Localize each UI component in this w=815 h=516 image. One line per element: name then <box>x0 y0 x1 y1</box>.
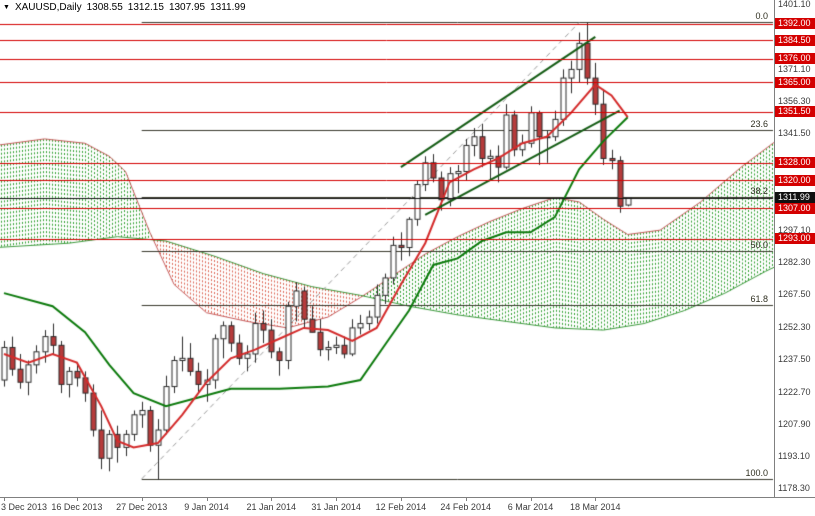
ohlc-high-value: 1312.15 <box>127 2 164 13</box>
date-label: 16 Dec 2013 <box>51 502 103 512</box>
price-tick-label: 1297.10 <box>778 224 811 235</box>
time-axis[interactable]: 3 Dec 2013 16 Dec 2013 27 Dec 2013 9 Jan 20… <box>0 497 815 516</box>
date-label: 31 Jan 2014 <box>311 502 361 512</box>
time-axis-tick <box>271 498 272 501</box>
date-label: 27 Dec 2013 <box>116 502 168 512</box>
time-axis-tick <box>77 498 78 501</box>
time-axis-tick <box>531 498 532 501</box>
price-tick-label: 1341.50 <box>778 128 811 139</box>
chart-header: ▼ XAUUSD,Daily 1308.55 1312.15 1307.95 1… <box>3 2 246 13</box>
price-level-badge: 1384.50 <box>775 35 815 46</box>
price-tick-label: 1401.10 <box>778 0 811 9</box>
price-level-badge: 1376.00 <box>775 53 815 64</box>
price-tick-label: 1371.10 <box>778 64 811 75</box>
price-tick-label: 1178.30 <box>778 483 810 494</box>
ohlc-open-value: 1308.55 <box>86 2 123 13</box>
price-level-badge: 1365.00 <box>775 77 815 88</box>
price-tick-label: 1207.90 <box>778 418 811 429</box>
time-axis-tick <box>595 498 596 501</box>
date-label: 21 Jan 2014 <box>246 502 297 512</box>
price-chart-canvas[interactable] <box>0 0 774 497</box>
time-axis-tick <box>336 498 337 501</box>
price-level-badge: 1307.00 <box>775 203 815 214</box>
date-label: 12 Feb 2014 <box>375 502 427 512</box>
price-axis[interactable]: 1401.10 1371.10 1356.30 1341.50 1297.10 1282.… <box>774 0 815 497</box>
time-axis-tick <box>207 498 208 501</box>
date-label: 3 Dec 2013 <box>1 502 48 512</box>
date-label: 24 Feb 2014 <box>440 502 491 512</box>
date-label: 9 Jan 2014 <box>184 502 229 512</box>
time-axis-tick <box>4 498 5 501</box>
time-axis-tick <box>401 498 402 501</box>
price-level-badge: 1351.50 <box>775 106 815 117</box>
price-level-badge: 1320.00 <box>775 175 815 186</box>
time-axis-tick <box>142 498 143 501</box>
price-tick-label: 1193.10 <box>778 450 810 461</box>
price-tick-label: 1356.30 <box>778 96 811 107</box>
price-level-badge: 1293.00 <box>775 233 815 244</box>
ohlc-close-value: 1311.99 <box>210 2 246 13</box>
price-tick-label: 1237.50 <box>778 354 811 365</box>
date-label: 18 Mar 2014 <box>570 502 621 512</box>
price-level-badge: 1392.00 <box>775 18 815 29</box>
bid-price-badge: 1311.99 <box>775 192 815 203</box>
ohlc-low-value: 1307.95 <box>168 2 206 13</box>
price-tick-label: 1252.30 <box>778 322 811 333</box>
symbol-timeframe-label: XAUUSD,Daily <box>14 2 82 13</box>
price-tick-label: 1222.70 <box>778 386 811 397</box>
time-axis-tick <box>466 498 467 501</box>
price-tick-label: 1282.30 <box>778 257 811 268</box>
symbol-marker-triangle-down-icon: ▼ <box>3 4 10 11</box>
date-label: 6 Mar 2014 <box>507 502 554 512</box>
price-level-badge: 1328.00 <box>775 157 815 168</box>
price-tick-label: 1267.50 <box>778 289 811 300</box>
